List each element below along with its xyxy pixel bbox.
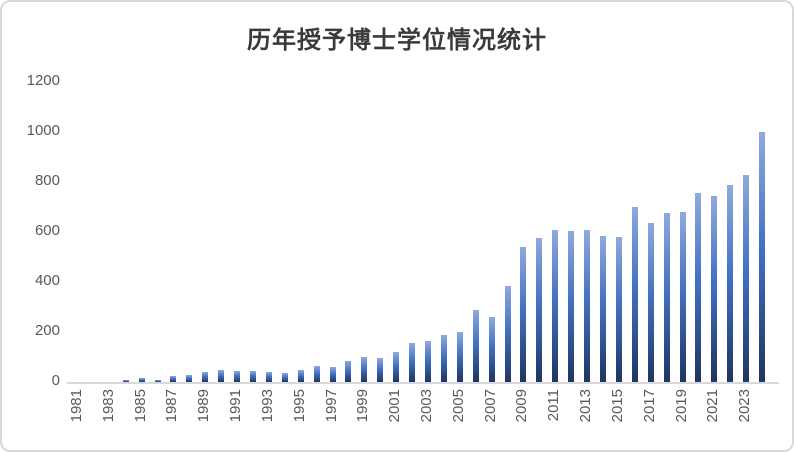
bar-2004 bbox=[440, 334, 447, 382]
bar-2013 bbox=[584, 229, 591, 382]
bar-1989 bbox=[202, 372, 209, 382]
x-tick-label-1999: 1999 bbox=[354, 389, 372, 423]
bar-1992 bbox=[249, 370, 256, 382]
bar-1990 bbox=[218, 369, 225, 382]
y-tick-label-1000: 1000 bbox=[26, 122, 60, 139]
y-tick-label-200: 200 bbox=[34, 322, 60, 339]
bar-2017 bbox=[647, 223, 654, 382]
bar-1995 bbox=[297, 369, 304, 382]
x-axis-line bbox=[67, 382, 779, 384]
x-tick-label-1991: 1991 bbox=[227, 389, 245, 423]
y-tick-label-0: 0 bbox=[51, 372, 60, 389]
bar-1998 bbox=[345, 360, 352, 382]
bar-2010 bbox=[536, 238, 543, 382]
bar-2021 bbox=[711, 195, 718, 382]
x-tick-label-1983: 1983 bbox=[99, 389, 117, 423]
x-tick-label-2007: 2007 bbox=[481, 389, 499, 423]
bar-1993 bbox=[265, 372, 272, 382]
bar-2011 bbox=[552, 229, 559, 382]
bar-2001 bbox=[393, 352, 400, 382]
bar-2002 bbox=[409, 343, 416, 382]
bar-1986 bbox=[154, 379, 161, 382]
x-tick-label-1997: 1997 bbox=[322, 389, 340, 423]
x-tick-label-2019: 2019 bbox=[672, 389, 690, 423]
bar-1985 bbox=[138, 378, 145, 382]
x-tick-label-1981: 1981 bbox=[67, 389, 85, 423]
bar-1987 bbox=[170, 375, 177, 382]
y-tick-label-600: 600 bbox=[34, 222, 60, 239]
x-tick-label-2017: 2017 bbox=[640, 389, 658, 423]
bar-2003 bbox=[424, 340, 431, 382]
bar-2020 bbox=[695, 193, 702, 382]
y-tick-label-1200: 1200 bbox=[26, 72, 60, 89]
x-tick-label-2021: 2021 bbox=[704, 389, 722, 423]
x-tick-label-2001: 2001 bbox=[386, 389, 404, 423]
bar-1996 bbox=[313, 365, 320, 382]
bar-1999 bbox=[361, 357, 368, 382]
x-tick-label-1993: 1993 bbox=[258, 389, 276, 423]
x-tick-label-2009: 2009 bbox=[513, 389, 531, 423]
bar-2019 bbox=[679, 212, 686, 382]
y-tick-label-400: 400 bbox=[34, 272, 60, 289]
y-tick-label-800: 800 bbox=[34, 172, 60, 189]
bar-1994 bbox=[281, 373, 288, 382]
x-tick-label-2015: 2015 bbox=[608, 389, 626, 423]
x-tick-label-1987: 1987 bbox=[163, 389, 181, 423]
bar-2015 bbox=[615, 237, 622, 382]
bar-1984 bbox=[122, 379, 129, 382]
x-tick-label-2023: 2023 bbox=[736, 389, 754, 423]
bar-2022 bbox=[727, 184, 734, 382]
x-tick-label-1989: 1989 bbox=[195, 389, 213, 423]
bar-1991 bbox=[234, 370, 241, 382]
bar-2016 bbox=[631, 207, 638, 382]
bar-2012 bbox=[568, 230, 575, 382]
chart-title: 历年授予博士学位情况统计 bbox=[247, 25, 547, 54]
x-tick-label-1995: 1995 bbox=[290, 389, 308, 423]
bar-2007 bbox=[488, 317, 495, 382]
x-tick-label-2011: 2011 bbox=[545, 389, 563, 422]
bar-2008 bbox=[504, 285, 511, 382]
x-tick-label-2013: 2013 bbox=[577, 389, 595, 423]
x-tick-label-2005: 2005 bbox=[449, 389, 467, 423]
bar-2018 bbox=[663, 213, 670, 382]
bar-2023 bbox=[743, 174, 750, 382]
bar-2009 bbox=[520, 247, 527, 382]
bar-1997 bbox=[329, 367, 336, 382]
bar-2006 bbox=[472, 309, 479, 382]
bar-2000 bbox=[377, 358, 384, 382]
bar-2024 bbox=[759, 132, 766, 382]
bar-1988 bbox=[186, 374, 193, 382]
bar-2014 bbox=[599, 235, 606, 382]
x-tick-label-1985: 1985 bbox=[131, 389, 149, 423]
bar-2005 bbox=[456, 332, 463, 382]
x-tick-label-2003: 2003 bbox=[417, 389, 435, 423]
